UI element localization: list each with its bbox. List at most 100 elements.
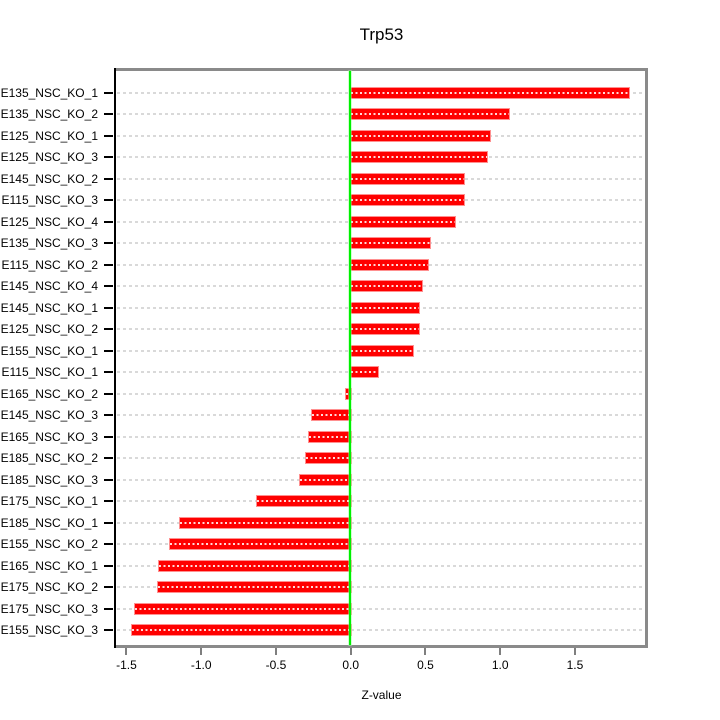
x-tick [424,648,427,655]
x-tick [125,648,128,655]
y-category-label: E135_NSC_KO_1 [0,85,98,100]
row-gridline [117,435,644,438]
row-gridline [117,392,644,395]
y-category-label: E125_NSC_KO_3 [0,150,98,164]
bar-dash-overlay [305,457,351,459]
y-category-label: E145_NSC_KO_4 [0,279,98,293]
bar-dash-overlay [132,629,351,631]
bar-dash-overlay [350,91,629,94]
y-category-label: E115_NSC_KO_3 [1,193,98,207]
y-tick [104,328,113,330]
x-tick [200,648,203,655]
y-tick [104,306,113,309]
y-category-label: E115_NSC_KO_1 [1,365,98,379]
bar-dash-overlay [350,349,414,352]
bar-dash-overlay [350,263,429,266]
chart-title: Trp53 [359,25,404,44]
bar-dash-overlay [157,586,351,588]
y-category-label: E125_NSC_KO_4 [0,214,98,229]
y-tick [104,371,113,373]
row-gridline [117,457,644,459]
y-tick [104,91,113,94]
y-tick [104,586,113,588]
bar-dash-overlay [350,113,510,115]
y-category-label: E175_NSC_KO_3 [0,601,98,616]
bar-dash-overlay [350,371,378,373]
y-axis-line [114,68,116,648]
bar-dash-overlay [350,177,465,180]
y-category-label: E185_NSC_KO_2 [0,451,98,465]
y-category-label: E145_NSC_KO_3 [0,408,98,422]
bar-dash-overlay [135,607,351,610]
y-category-label: E135_NSC_KO_2 [0,107,98,121]
y-tick [104,607,113,610]
y-category-label: E175_NSC_KO_2 [0,580,98,594]
plot-box-bottom [114,645,648,648]
plot-box-right [645,68,648,648]
y-tick [104,220,113,223]
bar-dash-overlay [159,564,351,567]
row-gridline [117,607,644,610]
y-tick [104,543,113,545]
y-tick [104,392,113,395]
row-gridline [117,629,644,631]
y-tick [104,349,113,352]
x-tick-label: -0.5 [265,658,287,672]
y-tick [104,629,113,631]
y-category-label: E135_NSC_KO_3 [0,236,98,250]
x-axis-title: Z-value [361,688,402,702]
bar-dash-overlay [299,478,351,481]
x-tick [499,648,502,655]
bar-dash-overlay [256,500,351,502]
y-category-label: E175_NSC_KO_1 [0,494,98,508]
bar-dash-overlay [350,306,420,309]
bar-dash-overlay [350,285,423,287]
y-tick [104,478,113,481]
y-tick [104,500,113,502]
y-tick [104,457,113,459]
row-gridline [117,521,644,524]
row-gridline [117,371,644,373]
y-tick [104,156,113,158]
y-tick [104,242,113,244]
y-tick [104,521,113,524]
bar-dash-overlay [350,242,430,244]
row-gridline [117,543,644,545]
x-tick-label: 0.0 [342,658,360,672]
plot-box-top [114,68,648,71]
y-category-label: E145_NSC_KO_1 [0,300,98,315]
y-tick [104,113,113,115]
y-category-label: E165_NSC_KO_2 [0,386,98,401]
bar-dash-overlay [350,134,490,137]
bar-dash-overlay [346,392,351,395]
bar-dash-overlay [311,414,351,416]
y-category-label: E145_NSC_KO_2 [0,171,98,186]
x-tick-label: -1.5 [116,658,137,672]
y-tick [104,199,113,201]
plot-area: E135_NSC_KO_1 E135_NSC_KO_2 E125_NSC_KO_1 E… [1,68,648,672]
x-tick [349,648,352,655]
bar-dash-overlay [350,328,420,330]
y-category-label: E125_NSC_KO_1 [0,128,98,143]
bar-dash-overlay [308,435,351,438]
row-gridline [117,414,644,416]
bar-dash-overlay [350,199,465,201]
bar-dash-overlay [180,521,351,524]
y-category-label: E185_NSC_KO_3 [0,472,98,487]
y-category-label: E115_NSC_KO_2 [1,257,98,272]
x-tick-label: 1.5 [566,658,584,672]
y-tick [104,134,113,137]
bar-dash-overlay [169,543,351,545]
x-tick [274,648,277,655]
row-gridline [117,564,644,567]
y-tick [104,414,113,416]
row-gridline [117,500,644,502]
bar-dash-overlay [350,220,456,223]
bar-dash-overlay [350,156,487,158]
y-category-label: E165_NSC_KO_1 [0,558,98,573]
x-tick-label: 0.5 [417,658,434,672]
y-tick [104,285,113,287]
y-category-label: E125_NSC_KO_2 [0,322,98,336]
x-tick [573,648,576,655]
